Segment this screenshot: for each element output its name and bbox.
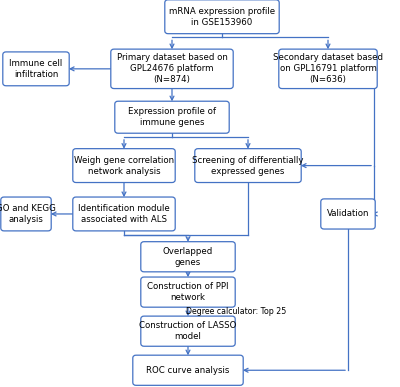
Text: Identification module
associated with ALS: Identification module associated with AL… [78,204,170,224]
FancyBboxPatch shape [111,49,233,89]
FancyBboxPatch shape [195,149,301,183]
Text: Secondary dataset based
on GPL16791 platform
(N=636): Secondary dataset based on GPL16791 plat… [273,53,383,84]
FancyBboxPatch shape [73,197,175,231]
Text: Immune cell
infiltration: Immune cell infiltration [9,59,63,79]
Text: Screening of differentially
expressed genes: Screening of differentially expressed ge… [192,156,304,176]
FancyBboxPatch shape [165,0,279,34]
Text: GO and KEGG
analysis: GO and KEGG analysis [0,204,56,224]
Text: Validation: Validation [327,209,369,219]
FancyBboxPatch shape [321,199,375,229]
Text: Expression profile of
immune genes: Expression profile of immune genes [128,107,216,127]
FancyBboxPatch shape [115,101,229,133]
Text: mRNA expression profile
in GSE153960: mRNA expression profile in GSE153960 [169,7,275,27]
FancyBboxPatch shape [73,149,175,183]
FancyBboxPatch shape [141,277,235,307]
Text: Overlapped
genes: Overlapped genes [163,247,213,267]
Text: Primary dataset based on
GPL24676 platform
(N=874): Primary dataset based on GPL24676 platfo… [116,53,228,84]
FancyBboxPatch shape [141,316,235,346]
Text: Degree calculator: Top 25: Degree calculator: Top 25 [186,307,286,316]
Text: Weigh gene correlation
network analysis: Weigh gene correlation network analysis [74,156,174,176]
FancyBboxPatch shape [133,355,243,385]
Text: Construction of LASSO
model: Construction of LASSO model [139,321,237,341]
FancyBboxPatch shape [1,197,51,231]
FancyBboxPatch shape [3,52,69,86]
FancyBboxPatch shape [279,49,377,89]
Text: Construction of PPI
network: Construction of PPI network [147,282,229,302]
Text: ROC curve analysis: ROC curve analysis [146,366,230,375]
FancyBboxPatch shape [141,242,235,272]
